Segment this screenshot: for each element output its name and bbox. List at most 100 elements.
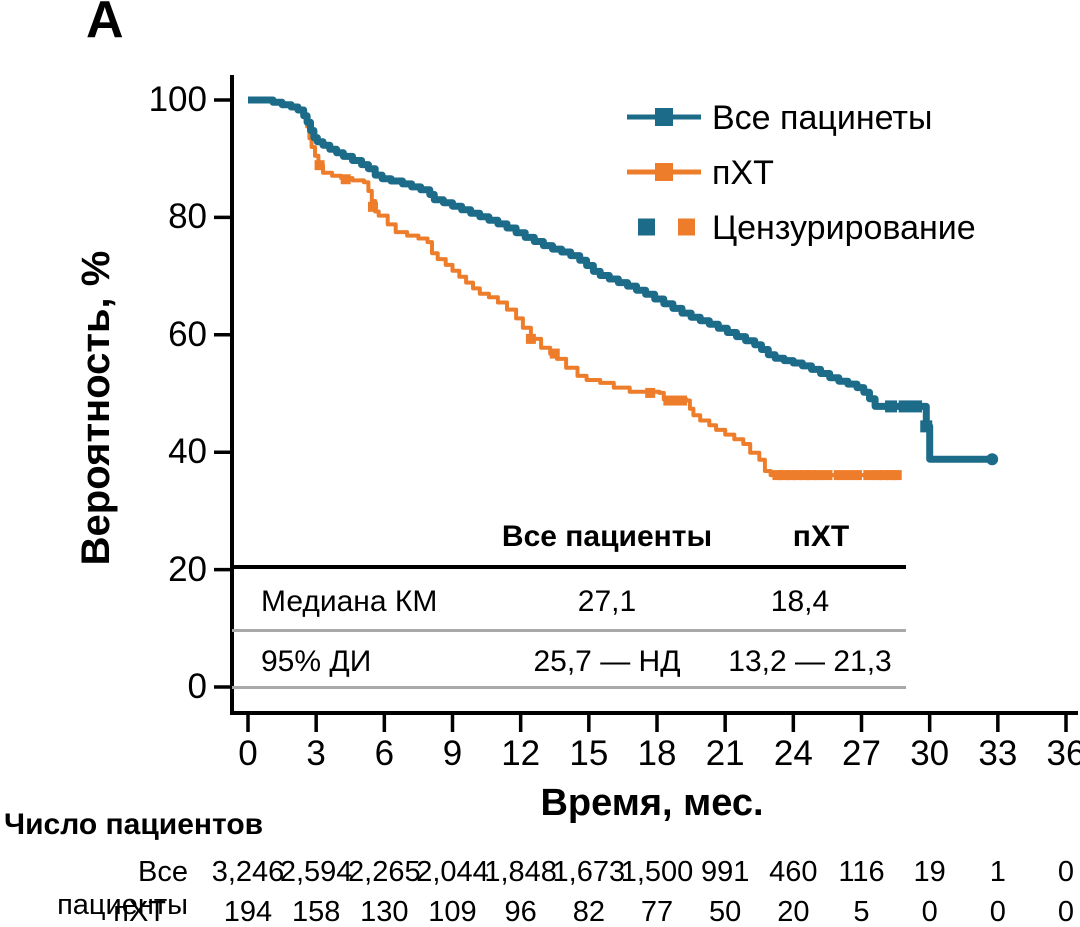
censor-mark-all_patients bbox=[920, 420, 933, 433]
risk-row-label-pxt: пХТ bbox=[113, 896, 166, 927]
legend-item-censoring: Цензурирование bbox=[712, 209, 976, 247]
censor-mark-pxt bbox=[772, 470, 783, 481]
x-tick-label-0: 0 bbox=[238, 734, 258, 773]
risk-count: 991 bbox=[700, 856, 750, 888]
risk-count: 0 bbox=[921, 896, 938, 927]
censor-mark-pxt bbox=[367, 201, 378, 212]
risk-count: 0 bbox=[1057, 856, 1075, 888]
risk-count: 109 bbox=[428, 896, 477, 927]
risk-count: 2,265 bbox=[348, 856, 421, 888]
censor-mark-pxt bbox=[879, 470, 890, 481]
x-tick-label-27: 27 bbox=[842, 734, 881, 773]
risk-count: 0 bbox=[1057, 896, 1075, 927]
censor-mark-all_patients bbox=[885, 400, 898, 413]
stats-col-header-all-patients: Все пациенты bbox=[501, 520, 713, 553]
legend-item-all-patients: Все пацинеты bbox=[712, 99, 933, 137]
series-all_patients bbox=[248, 96, 993, 463]
risk-count: 20 bbox=[777, 896, 810, 927]
censor-mark-pxt bbox=[886, 470, 897, 481]
y-tick-label-20: 20 bbox=[168, 549, 207, 589]
censor-mark-pxt bbox=[863, 470, 874, 481]
censor-mark-pxt bbox=[822, 470, 833, 481]
censor-mark-all_patients bbox=[910, 400, 923, 413]
risk-count: 0 bbox=[989, 896, 1006, 927]
x-tick-label-33: 33 bbox=[978, 734, 1018, 773]
y-tick-label-60: 60 bbox=[168, 314, 207, 354]
stats-col-header-pxt: пХТ bbox=[792, 520, 850, 553]
legend-item-pxt: пХТ bbox=[712, 154, 774, 192]
x-tick-label-12: 12 bbox=[501, 734, 541, 773]
legend-square-1 bbox=[655, 163, 673, 181]
censor-mark-pxt bbox=[792, 470, 803, 481]
censor-mark-pxt bbox=[525, 333, 536, 344]
stats-row1-value-pxt: 18,4 bbox=[770, 585, 830, 618]
censor-mark-pxt bbox=[676, 395, 687, 406]
x-tick-label-6: 6 bbox=[374, 734, 395, 773]
censor-mark-pxt bbox=[314, 160, 325, 171]
censor-mark-pxt bbox=[833, 470, 844, 481]
y-tick-label-100: 100 bbox=[148, 80, 207, 119]
risk-count: 2,594 bbox=[279, 856, 353, 888]
stats-table-header-rule bbox=[232, 565, 906, 569]
risk-count: 82 bbox=[572, 896, 605, 927]
x-tick-label-9: 9 bbox=[442, 734, 463, 773]
risk-count: 130 bbox=[360, 896, 409, 927]
risk-count: 1,848 bbox=[484, 856, 557, 888]
risk-count: 460 bbox=[769, 856, 818, 888]
legend-censor-square-all_patients bbox=[638, 218, 655, 236]
legend-censor-square-pxt bbox=[678, 218, 695, 236]
stats-row2-label: 95% ДИ bbox=[261, 645, 372, 678]
stats-row1-value-all-patients: 27,1 bbox=[577, 585, 637, 618]
risk-count: 2,044 bbox=[416, 856, 489, 888]
stats-table-row-rule-1 bbox=[232, 629, 906, 632]
x-tick-label-18: 18 bbox=[637, 734, 677, 773]
censor-mark-pxt bbox=[786, 470, 797, 481]
y-tick-label-80: 80 bbox=[168, 197, 207, 237]
censor-mark-pxt bbox=[813, 470, 824, 481]
risk-row-label-all-patients: Все пациенты bbox=[57, 856, 188, 921]
stats-table-row-rule-2 bbox=[232, 686, 906, 689]
stats-row2-value-all-patients: 25,7 — НД bbox=[533, 645, 681, 678]
risk-count: 116 bbox=[838, 856, 885, 888]
censor-mark-pxt bbox=[549, 348, 560, 359]
risk-count: 3,246 bbox=[211, 856, 285, 888]
x-tick-label-30: 30 bbox=[910, 734, 950, 773]
risk-count: 77 bbox=[640, 896, 674, 927]
censor-mark-all_patients bbox=[898, 400, 911, 413]
x-tick-label-24: 24 bbox=[773, 734, 813, 773]
risk-count: 158 bbox=[291, 896, 341, 927]
censor-mark-pxt bbox=[340, 174, 351, 185]
y-axis-title: Вероятность, % bbox=[74, 250, 118, 566]
censor-mark-pxt bbox=[851, 470, 862, 481]
end-dot-all_patients bbox=[986, 453, 999, 466]
risk-count: 19 bbox=[913, 856, 946, 888]
risk-count: 5 bbox=[853, 896, 870, 927]
risk-count: 50 bbox=[709, 896, 742, 927]
y-tick-label-0: 0 bbox=[187, 667, 207, 706]
stats-row1-label: Медиана КМ bbox=[261, 585, 438, 618]
risk-table-title: Число пациентов bbox=[4, 808, 264, 841]
y-tick-label-40: 40 bbox=[168, 432, 207, 472]
x-tick-label-15: 15 bbox=[569, 734, 609, 773]
censor-mark-pxt bbox=[806, 470, 817, 481]
x-tick-label-21: 21 bbox=[705, 734, 745, 773]
panel-label: A bbox=[86, 0, 124, 49]
censor-mark-pxt bbox=[842, 470, 853, 481]
censor-mark-pxt bbox=[779, 470, 790, 481]
censor-mark-pxt bbox=[799, 470, 810, 481]
x-tick-label-3: 3 bbox=[306, 734, 326, 773]
censor-mark-pxt bbox=[872, 470, 883, 481]
x-tick-label-36: 36 bbox=[1046, 734, 1080, 773]
stats-row2-value-pxt: 13,2 — 21,3 bbox=[728, 645, 892, 678]
censor-mark-pxt bbox=[645, 387, 656, 398]
censor-mark-pxt bbox=[891, 470, 902, 481]
risk-count: 96 bbox=[504, 896, 537, 927]
censor-mark-pxt bbox=[670, 395, 681, 406]
risk-count: 1,673 bbox=[552, 856, 626, 888]
risk-count: 1 bbox=[989, 856, 1006, 888]
x-axis-title: Время, мес. bbox=[540, 782, 764, 824]
risk-count: 194 bbox=[223, 896, 273, 927]
risk-count: 1,500 bbox=[620, 856, 694, 888]
